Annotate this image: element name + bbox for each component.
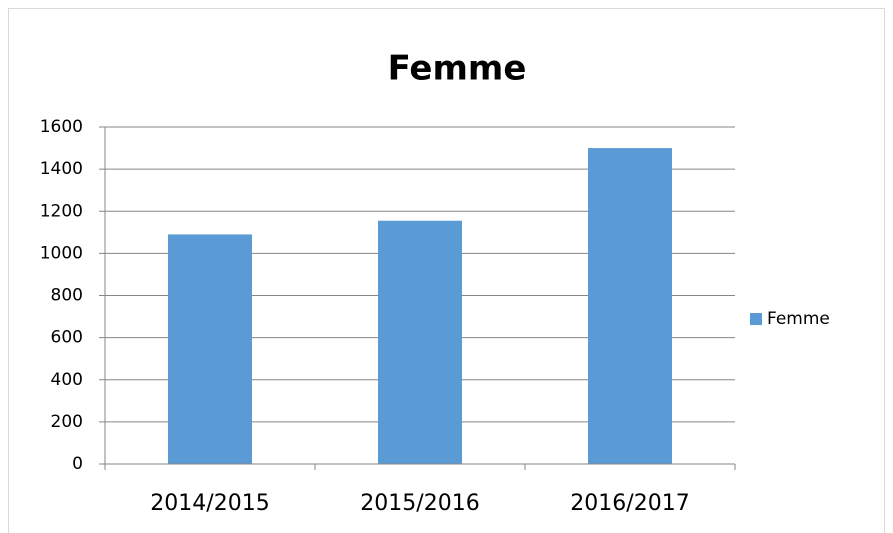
y-tick-label: 0 [72,454,83,474]
bar [168,234,252,464]
y-tick-label: 600 [51,328,83,348]
y-tick-label: 1200 [40,201,83,221]
bar [378,220,462,464]
x-tick-label: 2015/2016 [360,491,479,516]
y-tick-label: 200 [51,412,83,432]
y-tick-label: 400 [51,370,83,390]
x-tick-label: 2016/2017 [570,491,689,516]
y-tick-label: 1000 [40,243,83,263]
legend-label: Femme [767,309,830,329]
x-tick-label: 2014/2015 [150,491,269,516]
chart-title: Femme [388,49,527,89]
y-tick-label: 1400 [40,159,83,179]
bar [588,148,672,464]
legend-swatch [750,313,762,325]
y-tick-label: 800 [51,286,83,306]
y-tick-label: 1600 [40,117,83,137]
